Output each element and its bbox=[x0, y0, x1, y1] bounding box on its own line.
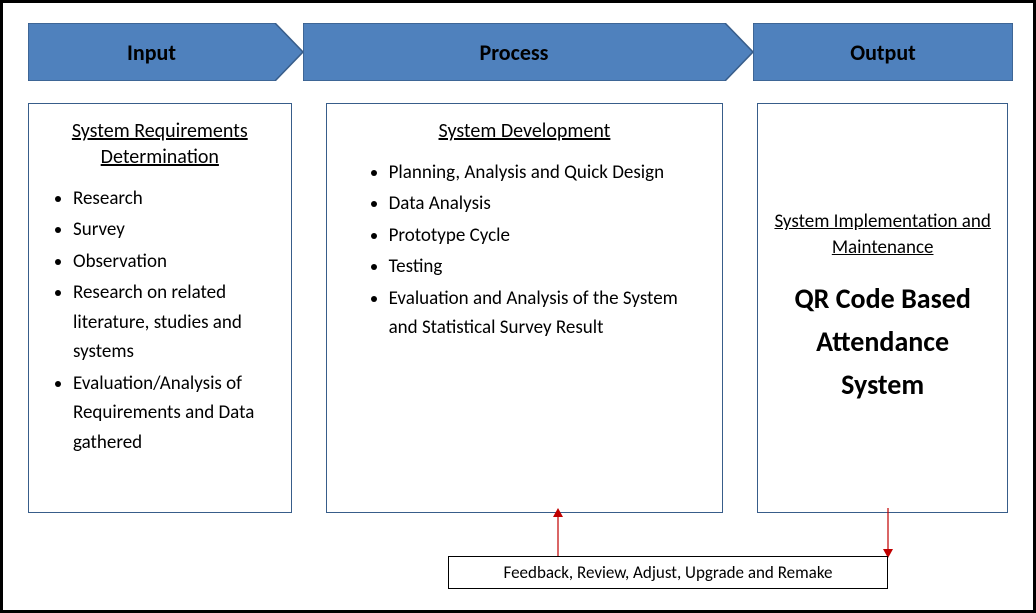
list-item: Evaluation and Analysis of the System an… bbox=[389, 284, 707, 343]
list-item: Data Analysis bbox=[389, 189, 707, 218]
feedback-box: Feedback, Review, Adjust, Upgrade and Re… bbox=[448, 556, 888, 589]
list-item: Research on related literature, studies … bbox=[73, 278, 275, 366]
feedback-arrow-down bbox=[882, 508, 894, 558]
list-item: Evaluation/Analysis of Requirements and … bbox=[73, 369, 275, 457]
process-box-list: Planning, Analysis and Quick Design Data… bbox=[343, 158, 707, 343]
arrow-process-shape bbox=[303, 23, 753, 81]
list-item: Prototype Cycle bbox=[389, 221, 707, 250]
process-box: System Development Planning, Analysis an… bbox=[326, 103, 724, 513]
arrow-output-shape bbox=[753, 23, 1013, 81]
input-box: System Requirements Determination Resear… bbox=[28, 103, 292, 513]
list-item: Survey bbox=[73, 215, 275, 244]
diagram-frame: Input Process Output System Requirements… bbox=[0, 0, 1036, 613]
boxes-row: System Requirements Determination Resear… bbox=[28, 103, 1008, 535]
output-main-text: QR Code Based Attendance System bbox=[774, 277, 991, 407]
list-item: Research bbox=[73, 184, 275, 213]
output-box: System Implementation and Maintenance QR… bbox=[757, 103, 1008, 513]
output-inner: System Implementation and Maintenance QR… bbox=[774, 118, 991, 498]
input-box-heading: System Requirements Determination bbox=[45, 118, 275, 170]
process-box-heading: System Development bbox=[343, 118, 707, 144]
feedback-arrow-up bbox=[552, 508, 564, 558]
list-item: Observation bbox=[73, 247, 275, 276]
arrows-row: Input Process Output bbox=[28, 23, 1008, 81]
arrow-input-shape bbox=[28, 23, 303, 81]
list-item: Testing bbox=[389, 252, 707, 281]
list-item: Planning, Analysis and Quick Design bbox=[389, 158, 707, 187]
output-sub-heading: System Implementation and Maintenance bbox=[774, 209, 991, 260]
input-box-list: Research Survey Observation Research on … bbox=[45, 184, 275, 457]
